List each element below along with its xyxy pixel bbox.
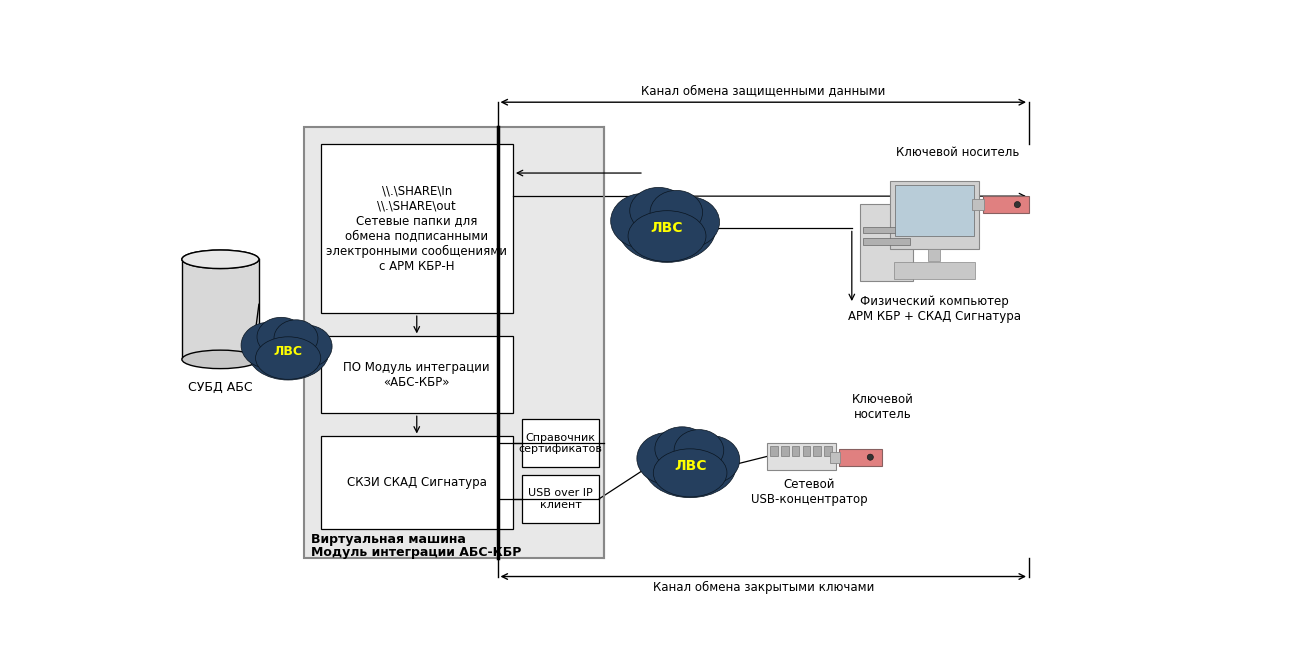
Bar	[982, 196, 1029, 213]
Bar	[303, 127, 603, 558]
Bar	[831, 452, 840, 462]
Bar	[522, 419, 599, 467]
Ellipse shape	[182, 250, 259, 269]
Bar	[791, 446, 799, 456]
Ellipse shape	[611, 194, 677, 249]
Ellipse shape	[658, 197, 720, 247]
Bar	[802, 446, 810, 456]
Ellipse shape	[618, 195, 716, 262]
Ellipse shape	[653, 449, 727, 497]
Ellipse shape	[274, 320, 317, 357]
Ellipse shape	[256, 337, 321, 379]
Text: ЛВС: ЛВС	[650, 222, 683, 235]
Bar	[840, 449, 882, 466]
Ellipse shape	[257, 317, 306, 356]
Bar	[767, 443, 836, 470]
Bar	[859, 204, 913, 281]
Bar	[863, 239, 909, 245]
Text: ПО Модуль интеграции
«АБС-КБР»: ПО Модуль интеграции «АБС-КБР»	[343, 361, 490, 389]
Circle shape	[1015, 202, 1020, 208]
Bar	[824, 446, 832, 456]
Text: Виртуальная машина: Виртуальная машина	[311, 534, 466, 546]
Text: \\.\SHARE\In
\\.\SHARE\out
Сетевые папки для
обмена подписанными
электронными со: \\.\SHARE\In \\.\SHARE\out Сетевые папки…	[326, 184, 507, 273]
Bar	[972, 199, 985, 210]
Ellipse shape	[182, 350, 259, 369]
Bar	[182, 259, 259, 360]
Bar	[891, 181, 980, 249]
Bar	[863, 227, 909, 233]
Ellipse shape	[682, 435, 739, 484]
Text: Модуль интеграции АБС-КБР: Модуль интеграции АБС-КБР	[311, 546, 521, 558]
Text: USB over IP
клиент: USB over IP клиент	[529, 488, 593, 509]
Bar	[814, 446, 821, 456]
Ellipse shape	[637, 432, 699, 485]
Ellipse shape	[281, 325, 332, 368]
Bar	[320, 144, 513, 313]
Ellipse shape	[182, 250, 259, 269]
Bar	[929, 249, 940, 261]
Bar	[320, 336, 513, 413]
Circle shape	[900, 209, 908, 217]
Bar	[771, 446, 778, 456]
Text: СКЗИ СКАД Сигнатура: СКЗИ СКАД Сигнатура	[347, 476, 487, 489]
Text: Справочник
сертификатов: Справочник сертификатов	[518, 433, 602, 454]
Ellipse shape	[650, 190, 703, 235]
Ellipse shape	[629, 187, 687, 234]
Text: СУБД АБС: СУБД АБС	[188, 381, 253, 394]
Ellipse shape	[247, 323, 329, 380]
Ellipse shape	[628, 211, 707, 261]
Text: Физический компьютер
АРМ КБР + СКАД Сигнатура: Физический компьютер АРМ КБР + СКАД Сигн…	[848, 295, 1021, 323]
Circle shape	[867, 454, 874, 460]
Ellipse shape	[242, 323, 296, 368]
Text: Канал обмена закрытыми ключами: Канал обмена закрытыми ключами	[653, 581, 874, 594]
Text: Ключевой носитель: Ключевой носитель	[896, 146, 1019, 159]
Ellipse shape	[654, 427, 709, 471]
Bar	[895, 185, 974, 236]
Text: Канал обмена защищенными данными: Канал обмена защищенными данными	[641, 85, 885, 97]
Bar	[781, 446, 789, 456]
Bar	[522, 475, 599, 523]
Ellipse shape	[644, 433, 737, 498]
Bar	[320, 436, 513, 529]
Text: Ключевой
носитель: Ключевой носитель	[852, 393, 914, 421]
Bar	[895, 262, 976, 280]
Text: ЛВС: ЛВС	[274, 345, 303, 358]
Ellipse shape	[674, 429, 724, 471]
Text: Сетевой
USB-концентратор: Сетевой USB-концентратор	[751, 478, 867, 506]
Text: ЛВС: ЛВС	[674, 458, 707, 472]
